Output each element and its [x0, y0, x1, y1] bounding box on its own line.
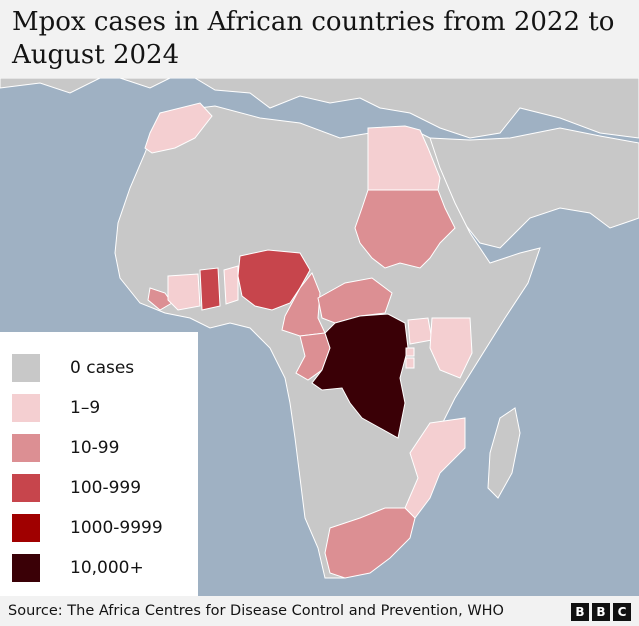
madagascar	[487, 407, 521, 499]
rwanda	[405, 347, 415, 357]
morocco	[144, 102, 213, 154]
mozambique	[404, 417, 466, 519]
legend-swatch	[12, 514, 40, 542]
legend: 0 cases 1–9 10-99 100-999 1000-9999 10,0…	[0, 332, 198, 596]
legend-label: 1000-9999	[70, 518, 163, 538]
nigeria	[237, 249, 311, 311]
legend-swatch	[12, 354, 40, 382]
legend-swatch	[12, 554, 40, 582]
legend-label: 0 cases	[70, 358, 135, 378]
burundi	[405, 357, 415, 369]
footer: Source: The Africa Centres for Disease C…	[0, 596, 639, 626]
kenya	[429, 317, 473, 379]
legend-item-10-99: 10-99	[12, 434, 192, 466]
legend-item-1000-9999: 1000-9999	[12, 514, 192, 546]
africa-map	[0, 78, 639, 596]
europe-land	[0, 78, 639, 139]
legend-item-1-9: 1–9	[12, 394, 192, 426]
central-african-republic	[317, 277, 393, 324]
legend-item-10000-plus: 10,000+	[12, 554, 192, 586]
legend-swatch	[12, 394, 40, 422]
legend-item-0-cases: 0 cases	[12, 354, 192, 386]
drc	[311, 313, 409, 439]
source-text: Source: The Africa Centres for Disease C…	[8, 603, 504, 619]
page-title: Mpox cases in African countries from 202…	[12, 7, 615, 70]
benin	[223, 265, 239, 305]
cote-divoire	[167, 273, 201, 311]
legend-swatch	[12, 474, 40, 502]
bbc-logo-letter: B	[592, 603, 610, 621]
legend-label: 1–9	[70, 398, 101, 418]
sudan	[354, 189, 456, 269]
bbc-logo-letter: C	[613, 603, 631, 621]
legend-label: 10-99	[70, 438, 120, 458]
legend-swatch	[12, 434, 40, 462]
legend-label: 10,000+	[70, 558, 144, 578]
legend-item-100-999: 100-999	[12, 474, 192, 506]
legend-label: 100-999	[70, 478, 142, 498]
bbc-logo-letter: B	[571, 603, 589, 621]
ghana	[199, 267, 221, 311]
uganda	[407, 317, 433, 345]
liberia	[147, 287, 173, 311]
south-africa	[324, 507, 416, 579]
